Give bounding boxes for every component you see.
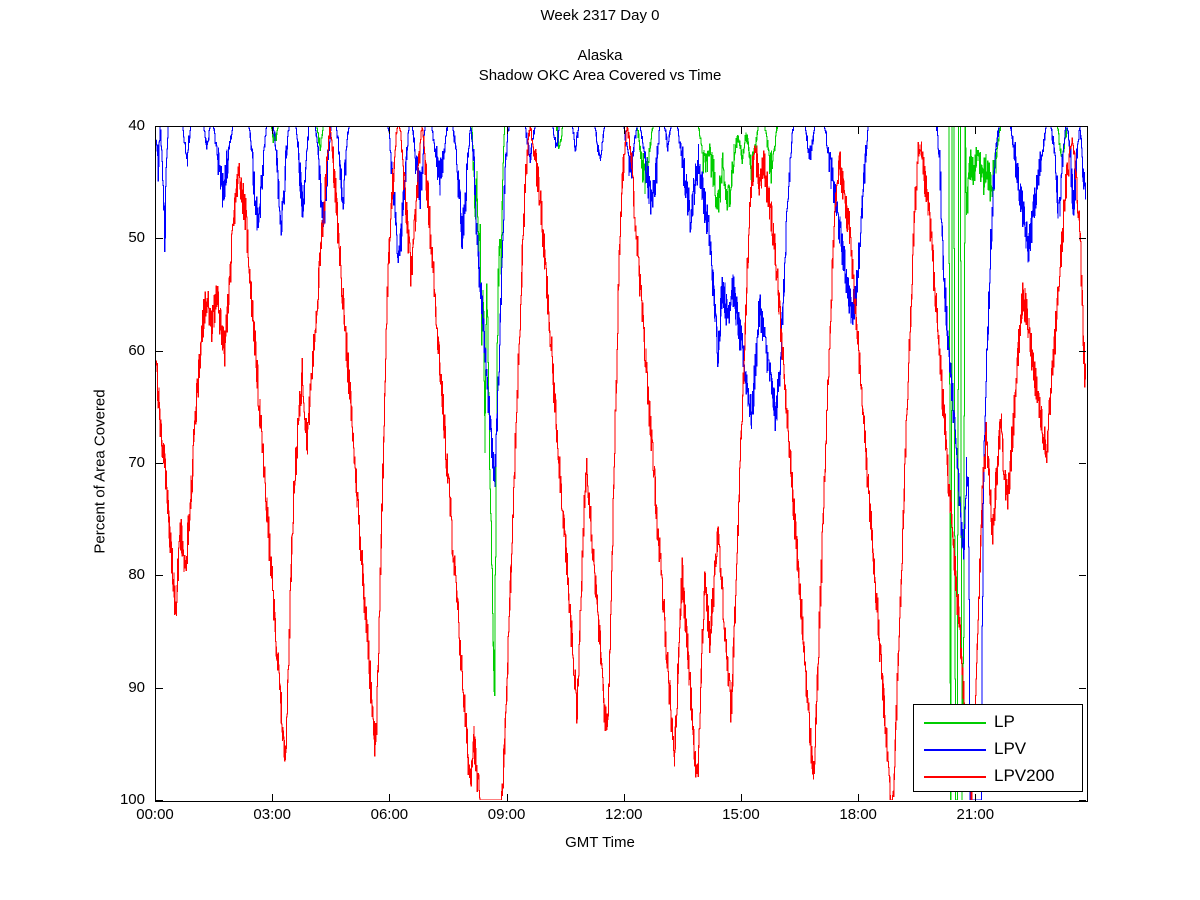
x-tick-mark [272,794,274,801]
x-tick-mark [506,794,508,801]
y-tick-mark [156,238,163,240]
y-tick-mark [156,463,163,464]
x-tick-mark [155,794,156,801]
y-tick-mark [1079,463,1086,464]
y-tick-mark [156,800,163,801]
x-tick-mark [623,127,625,134]
y-tick-label: 60 [128,341,145,359]
x-tick-label: 03:00 [253,806,291,823]
legend-label: LPV [994,739,1027,758]
x-tick-label: 12:00 [604,806,643,823]
x-tick-mark [740,127,742,134]
axes-title: Alaska Shadow OKC Area Covered vs Time [0,46,1200,86]
y-tick-label: 70 [128,454,145,471]
legend-label: LPV200 [994,766,1055,785]
y-tick-label: 50 [128,229,145,247]
legend-label: LP [994,712,1015,731]
series-line-lpv200 [155,126,1086,800]
x-tick-label: 09:00 [487,806,526,823]
axes-title-line-2: Shadow OKC Area Covered vs Time [478,67,722,84]
legend-item-lpv200[interactable]: LPV200 [914,763,1084,791]
x-tick-mark [975,127,977,134]
y-tick-mark [156,575,163,577]
x-axis-label: GMT Time [565,834,635,851]
legend-item-lp[interactable]: LP [914,709,1084,737]
legend-item-lpv[interactable]: LPV [914,736,1084,764]
y-axis-label: Percent of Area Covered [91,389,109,554]
x-tick-label: 15:00 [722,806,760,823]
x-tick-label: 18:00 [839,806,877,823]
x-tick-mark [389,794,391,801]
series-line-lpv [155,126,1086,800]
y-tick-mark [156,350,163,352]
y-tick-mark [1079,800,1086,801]
y-tick-mark [1079,350,1086,352]
x-tick-mark [740,794,742,801]
figure-suptitle: Week 2317 Day 0 [540,7,660,24]
x-tick-mark [858,127,860,134]
x-tick-mark [506,127,508,134]
axes-title-line-1: Alaska [577,47,623,64]
x-tick-mark [155,127,156,134]
y-tick-mark [1079,575,1086,577]
y-tick-mark [1079,126,1086,127]
legend-swatch-lp [924,722,986,724]
y-tick-label: 40 [128,117,145,134]
legend-swatch-lpv [924,749,986,751]
x-tick-mark [623,794,625,801]
x-tick-label: 00:00 [136,806,174,823]
series-line-lp [155,126,1086,800]
x-tick-label: 21:00 [956,806,995,823]
y-tick-label: 100 [119,791,145,808]
y-tick-label: 90 [128,678,145,696]
y-tick-mark [1079,238,1086,240]
legend-swatch-lpv200 [924,776,986,778]
legend-box[interactable]: LP LPV LPV200 [913,704,1083,792]
x-tick-mark [858,794,860,801]
series-canvas [155,126,1086,800]
x-tick-mark [975,794,977,801]
y-tick-mark [156,126,163,127]
x-tick-mark [389,127,391,134]
y-tick-label: 80 [128,566,145,584]
y-tick-mark [156,687,163,689]
x-tick-label: 06:00 [370,806,409,823]
x-tick-mark [272,127,274,134]
y-tick-mark [1079,687,1086,689]
plot-area [155,126,1086,800]
